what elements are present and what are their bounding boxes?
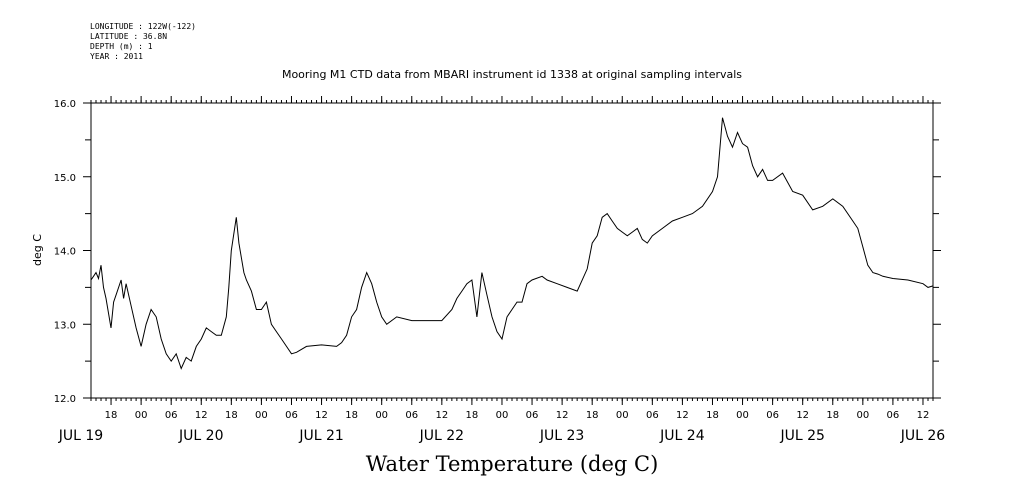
y-axis-label: deg C <box>31 234 44 266</box>
x-tick-label: 00 <box>135 410 148 421</box>
x-day-label: JUL 23 <box>539 428 584 444</box>
x-tick-label: 12 <box>556 410 569 421</box>
x-tick-label: 06 <box>646 410 659 421</box>
x-tick-label: 00 <box>496 410 509 421</box>
year-label: YEAR : 2011 <box>90 52 143 61</box>
x-tick-label: 00 <box>856 410 869 421</box>
y-tick-label: 16.0 <box>54 99 76 110</box>
y-tick-label: 13.0 <box>54 320 76 331</box>
longitude-label: LONGITUDE : 122W(-122) <box>90 22 196 31</box>
x-tick-label: 18 <box>706 410 719 421</box>
depth-label: DEPTH (m) : 1 <box>90 42 153 51</box>
x-tick-label: 18 <box>586 410 599 421</box>
x-day-label: JUL 22 <box>419 428 464 444</box>
x-tick-label: 00 <box>616 410 629 421</box>
x-tick-label: 18 <box>225 410 238 421</box>
x-tick-label: 18 <box>105 410 118 421</box>
y-tick-label: 12.0 <box>54 394 76 405</box>
x-tick-label: 18 <box>466 410 479 421</box>
x-tick-label: 12 <box>315 410 328 421</box>
x-tick-label: 00 <box>736 410 749 421</box>
x-tick-label: 06 <box>887 410 900 421</box>
y-tick-label: 15.0 <box>54 173 76 184</box>
x-day-label: JUL 19 <box>58 428 103 444</box>
x-tick-label: 12 <box>676 410 689 421</box>
x-tick-label: 00 <box>375 410 388 421</box>
x-tick-label: 18 <box>345 410 358 421</box>
series-line-water-temperature <box>90 117 934 370</box>
plot-frame <box>90 102 934 399</box>
x-tick-label: 06 <box>285 410 298 421</box>
x-day-label: JUL 25 <box>779 428 824 444</box>
x-day-label: JUL 21 <box>298 428 343 444</box>
x-tick-label: 00 <box>255 410 268 421</box>
x-tick-label: 18 <box>826 410 839 421</box>
latitude-label: LATITUDE : 36.8N <box>90 32 168 41</box>
y-tick-label: 14.0 <box>54 247 76 258</box>
x-day-label: JUL 24 <box>659 428 705 444</box>
chart-title: Mooring M1 CTD data from MBARI instrumen… <box>281 68 743 81</box>
x-tick-label: 06 <box>405 410 418 421</box>
x-tick-label: 06 <box>165 410 178 421</box>
x-day-label: JUL 20 <box>178 428 223 444</box>
chart-big-title: Water Temperature (deg C) <box>365 452 659 476</box>
x-day-label: JUL 26 <box>900 428 946 444</box>
x-tick-label: 12 <box>917 410 930 421</box>
x-tick-label: 12 <box>796 410 809 421</box>
x-tick-label: 06 <box>766 410 779 421</box>
chart-area: 18 00 06 12 18 00 06 12 18 00 06 12 18 00 06 12 18 00 06 12… <box>31 96 946 444</box>
metadata-block: LONGITUDE : 122W(-122) LATITUDE : 36.8N … <box>90 22 196 62</box>
x-tick-label: 06 <box>526 410 539 421</box>
x-tick-label: 12 <box>195 410 208 421</box>
x-tick-label: 12 <box>435 410 448 421</box>
